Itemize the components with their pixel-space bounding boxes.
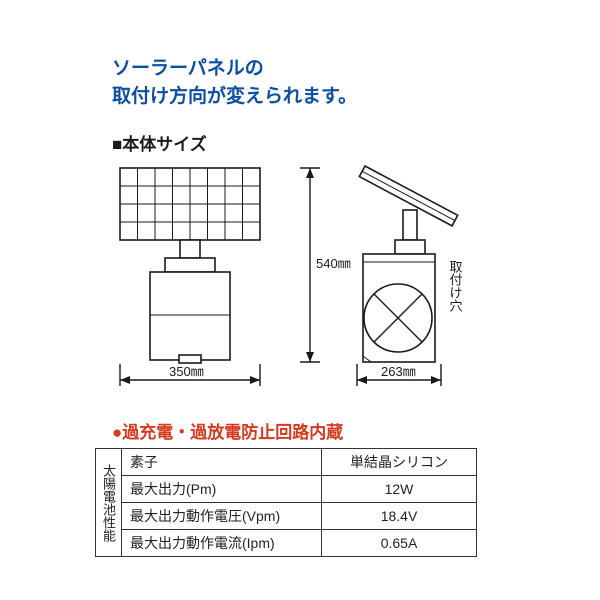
dim-depth: 263㎜ — [381, 364, 416, 379]
table-row: 最大出力動作電流(Ipm) 0.65A — [96, 530, 477, 557]
protection-line: ●過充電・過放電防止回路内蔵 — [112, 418, 343, 443]
spec-table: 太陽電池性能 素子 単結晶シリコン 最大出力(Pm) 12W 最大出力動作電圧(… — [95, 448, 477, 557]
spec-label: 最大出力動作電圧(Vpm) — [122, 503, 322, 530]
headline: ソーラーパネルの 取付け方向が変えられます。 — [112, 55, 357, 110]
mounting-hole-label: 取付け穴 — [448, 260, 463, 312]
dim-height: 540㎜ — [316, 256, 351, 271]
dim-width: 350㎜ — [169, 364, 204, 379]
spec-value: 単結晶シリコン — [322, 449, 477, 476]
dimension-diagram: 540㎜ 350㎜ 263㎜ 取付け穴 — [95, 150, 505, 405]
spec-label: 最大出力(Pm) — [122, 476, 322, 503]
table-row: 最大出力(Pm) 12W — [96, 476, 477, 503]
protection-text: 過充電・過放電防止回路内蔵 — [122, 423, 343, 442]
spec-label: 素子 — [122, 449, 322, 476]
bullet-dot-icon: ● — [112, 423, 122, 442]
spec-value: 12W — [322, 476, 477, 503]
headline-line-2: 取付け方向が変えられます。 — [112, 86, 357, 107]
headline-line-1: ソーラーパネルの — [112, 58, 264, 79]
table-row: 太陽電池性能 素子 単結晶シリコン — [96, 449, 477, 476]
spec-value: 0.65A — [322, 530, 477, 557]
spec-value: 18.4V — [322, 503, 477, 530]
spec-side-header: 太陽電池性能 — [96, 449, 122, 557]
table-row: 最大出力動作電圧(Vpm) 18.4V — [96, 503, 477, 530]
spec-label: 最大出力動作電流(Ipm) — [122, 530, 322, 557]
